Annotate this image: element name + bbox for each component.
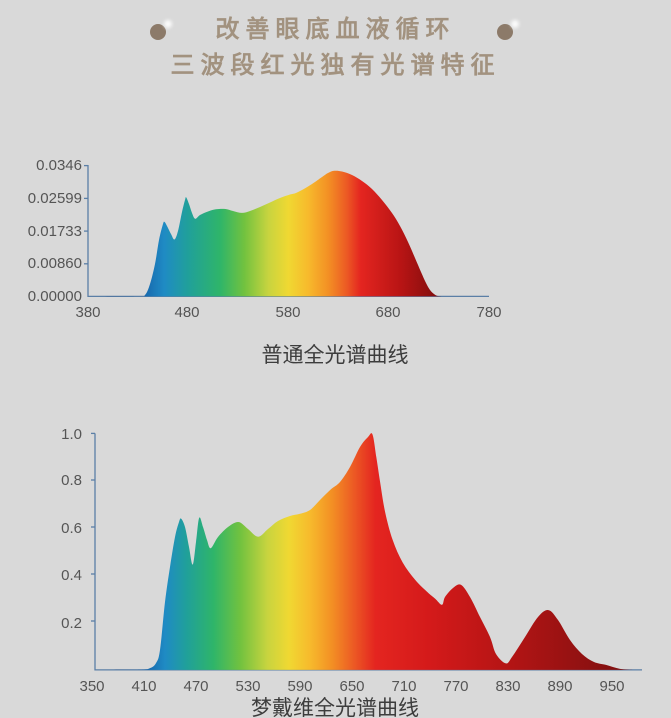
svg-text:470: 470: [183, 678, 208, 695]
svg-text:710: 710: [391, 678, 416, 695]
svg-text:0.2: 0.2: [61, 615, 82, 632]
svg-text:530: 530: [235, 678, 260, 695]
svg-text:410: 410: [131, 678, 156, 695]
svg-text:890: 890: [547, 678, 572, 695]
svg-text:0.8: 0.8: [61, 472, 82, 489]
svg-text:770: 770: [443, 678, 468, 695]
svg-text:0.4: 0.4: [61, 567, 82, 584]
svg-text:830: 830: [495, 678, 520, 695]
svg-text:950: 950: [599, 678, 624, 695]
svg-text:350: 350: [79, 678, 104, 695]
svg-text:梦戴维全光谱曲线: 梦戴维全光谱曲线: [251, 697, 419, 718]
svg-text:0.6: 0.6: [61, 520, 82, 537]
svg-text:650: 650: [339, 678, 364, 695]
svg-text:590: 590: [287, 678, 312, 695]
svg-text:1.0: 1.0: [61, 426, 82, 443]
